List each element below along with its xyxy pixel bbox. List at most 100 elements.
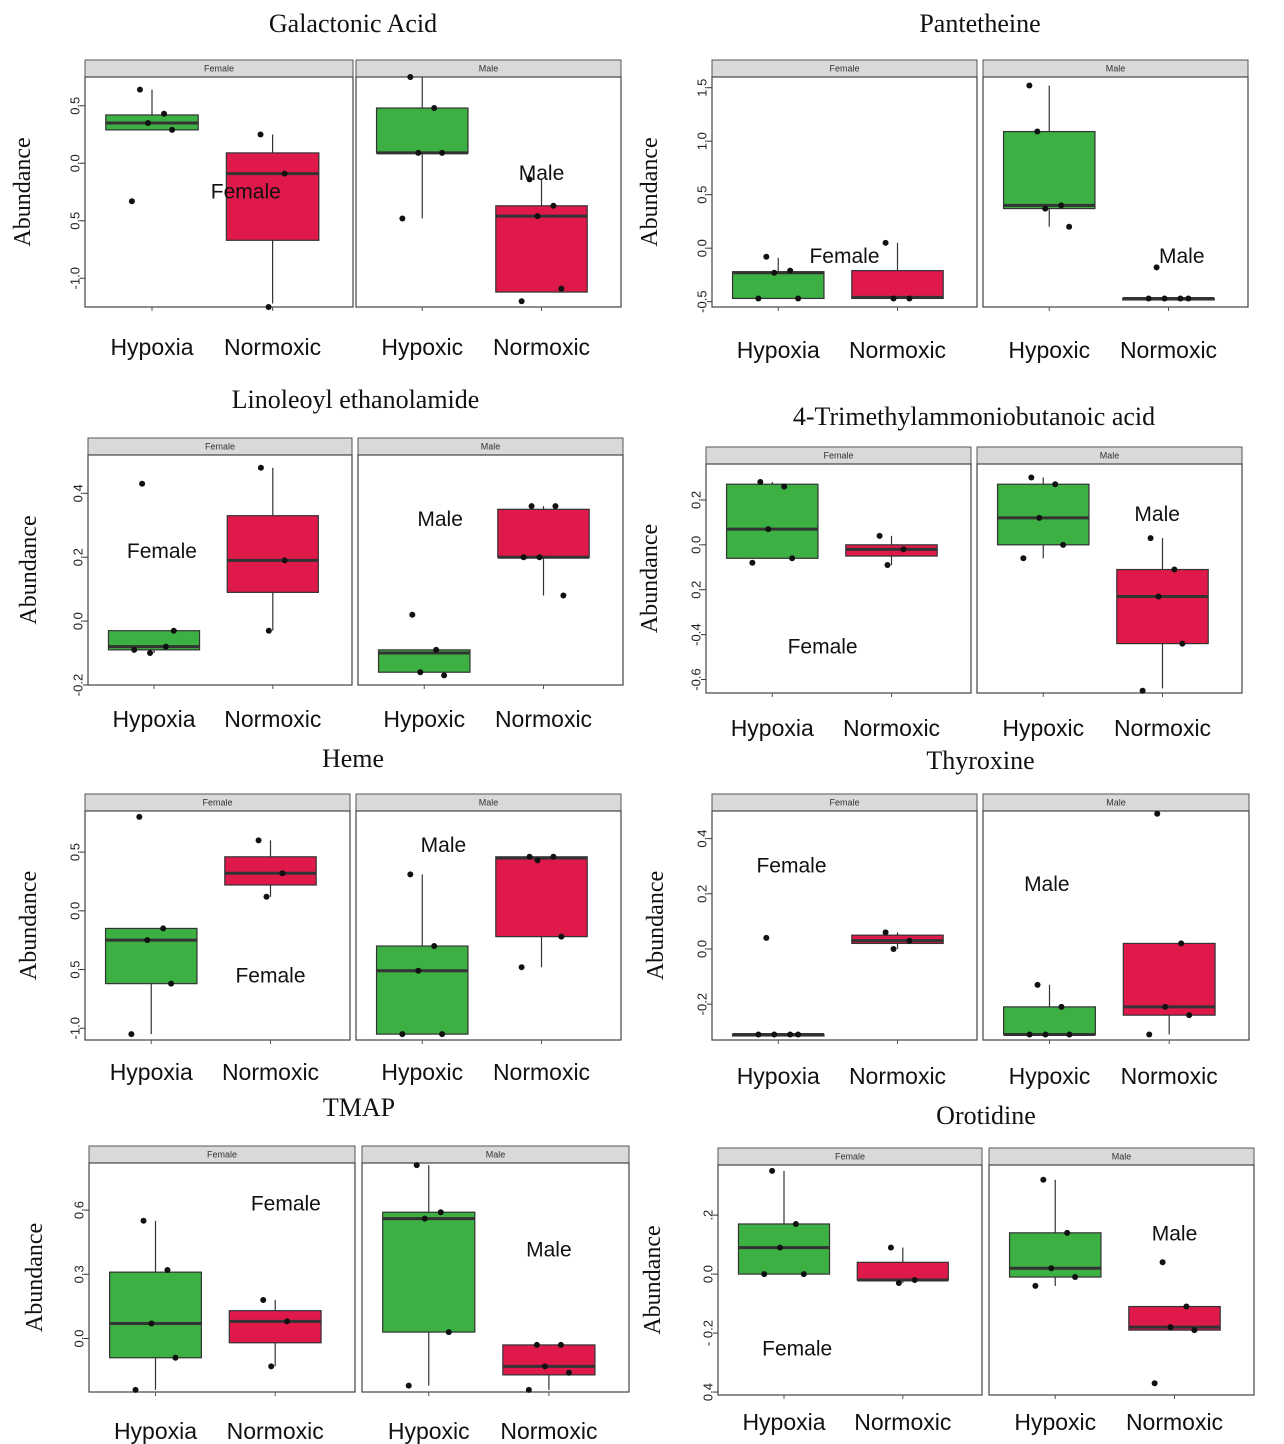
chart-title: Linoleoyl ethanolamide (232, 385, 480, 414)
x-category-label: Normoxic (849, 1063, 946, 1089)
data-point (128, 1031, 135, 1038)
data-point (421, 1215, 428, 1222)
y-tick-label: 0.3 (72, 1265, 87, 1283)
data-point (525, 1386, 532, 1393)
data-point (433, 646, 440, 653)
x-category-label: Normoxic (493, 334, 590, 360)
data-point (1034, 981, 1041, 988)
x-category-label: Hypoxia (737, 1063, 820, 1089)
chart-0: Galactonic AcidAbundance0.50.00.5-1.0Fem… (10, 9, 622, 360)
panel-annotation: Female (211, 181, 281, 204)
facet-panel-male: Male Hypoxic Normoxic Male (361, 1145, 630, 1444)
x-category-label: Hypoxic (1002, 715, 1084, 741)
data-point (257, 464, 264, 471)
data-point (136, 86, 143, 93)
data-point (771, 269, 778, 276)
data-point (409, 611, 416, 618)
box-normoxic: Normoxic (1114, 535, 1211, 741)
data-point (413, 1162, 420, 1169)
x-category-label: Hypoxic (383, 706, 465, 732)
data-point (1032, 1282, 1039, 1289)
y-tick-label: 1.5 (695, 79, 710, 97)
chart-5: Thyroxine Abundance 0.4 0.2 0.0 -0.2 Female Hyp… (643, 746, 1250, 1089)
chart-title: Thyroxine (926, 746, 1034, 775)
box-body (731, 271, 825, 300)
x-category-label: Hypoxic (1009, 1063, 1091, 1089)
y-tick-label: 1.0 (695, 132, 710, 150)
data-point (518, 964, 525, 971)
box-normoxic: Normoxic (224, 131, 321, 360)
data-point (439, 1031, 446, 1038)
box-body (996, 483, 1090, 546)
box-normoxic: Normoxic (843, 532, 940, 741)
facet-panel-male: Male Hypoxic Normoxic Male (982, 793, 1250, 1089)
data-point (755, 1031, 762, 1038)
data-point (445, 1329, 452, 1336)
data-point (526, 853, 533, 860)
chart-6: TMAP Abundance 0.6 0.3 0.0 Female Hypoxia Normo… (22, 1093, 630, 1444)
y-tick-label: -0.4 (689, 623, 704, 645)
y-tick-label: 0.2 (689, 581, 704, 599)
y-tick-label: 0.0 (71, 612, 86, 630)
data-point (439, 149, 446, 156)
y-tick-label: .2 (701, 1210, 716, 1221)
data-point (876, 532, 883, 539)
data-point (1042, 205, 1049, 212)
box-body (228, 1310, 322, 1344)
facet-panel-female: Female Hypoxia Normoxic Female (88, 1145, 356, 1444)
data-point (1183, 1303, 1190, 1310)
box-hypoxia: Hypoxia (731, 934, 825, 1089)
y-tick-label: 0.0 (68, 154, 83, 172)
chart-title: Pantetheine (919, 9, 1040, 38)
plot-frame (357, 454, 624, 686)
x-category-label: Normoxic (1126, 1409, 1223, 1435)
data-point (139, 480, 146, 487)
box-body (1116, 568, 1209, 645)
facet-panel-male: Male Hypoxic Normoxic Male (976, 446, 1243, 741)
data-point (1036, 514, 1043, 521)
box-body (107, 630, 201, 651)
data-point (1159, 1259, 1166, 1266)
data-point (890, 295, 897, 302)
x-category-label: Hypoxia (110, 1059, 193, 1085)
box-hypoxic: Hypoxic (1008, 1176, 1102, 1435)
data-point (131, 646, 138, 653)
data-point (1177, 295, 1184, 302)
facet-strip-label: Female (207, 1150, 237, 1160)
data-point (560, 592, 567, 599)
x-category-label: Normoxic (224, 334, 321, 360)
box-normoxic: Normoxic (224, 464, 321, 732)
box-body (497, 508, 590, 558)
box-body (224, 856, 317, 886)
data-point (749, 559, 756, 566)
panel-annotation: Male (417, 508, 463, 531)
box-hypoxia: Hypoxia (104, 813, 198, 1085)
y-tick-label: 0.2 (71, 548, 86, 566)
data-point (789, 555, 796, 562)
box-hypoxic: Hypoxic (375, 74, 469, 360)
plot-frame (84, 810, 351, 1041)
data-point (911, 1277, 918, 1283)
data-point (284, 1318, 291, 1325)
data-point (1058, 202, 1065, 209)
x-category-label: Hypoxic (388, 1418, 470, 1444)
facet-strip-label: Female (204, 64, 234, 74)
data-point (1066, 223, 1073, 230)
x-category-label: Hypoxic (381, 1059, 463, 1085)
x-category-label: Normoxic (849, 337, 946, 363)
data-point (763, 253, 770, 260)
data-point (787, 267, 794, 274)
x-category-label: Normoxic (493, 1059, 590, 1085)
panel-annotation: Female (251, 1193, 321, 1216)
box-hypoxia: Hypoxia (105, 86, 199, 360)
chart-title: Heme (322, 744, 384, 773)
data-point (281, 557, 288, 564)
data-point (140, 1217, 147, 1224)
data-point (407, 871, 414, 878)
chart-title: Galactonic Acid (269, 9, 437, 38)
y-tick-label: - 0.2 (701, 1320, 716, 1346)
data-point (399, 1031, 406, 1038)
chart-title: Orotidine (936, 1101, 1036, 1130)
data-point (1153, 264, 1160, 271)
facet-strip-label: Male (1112, 1152, 1132, 1162)
